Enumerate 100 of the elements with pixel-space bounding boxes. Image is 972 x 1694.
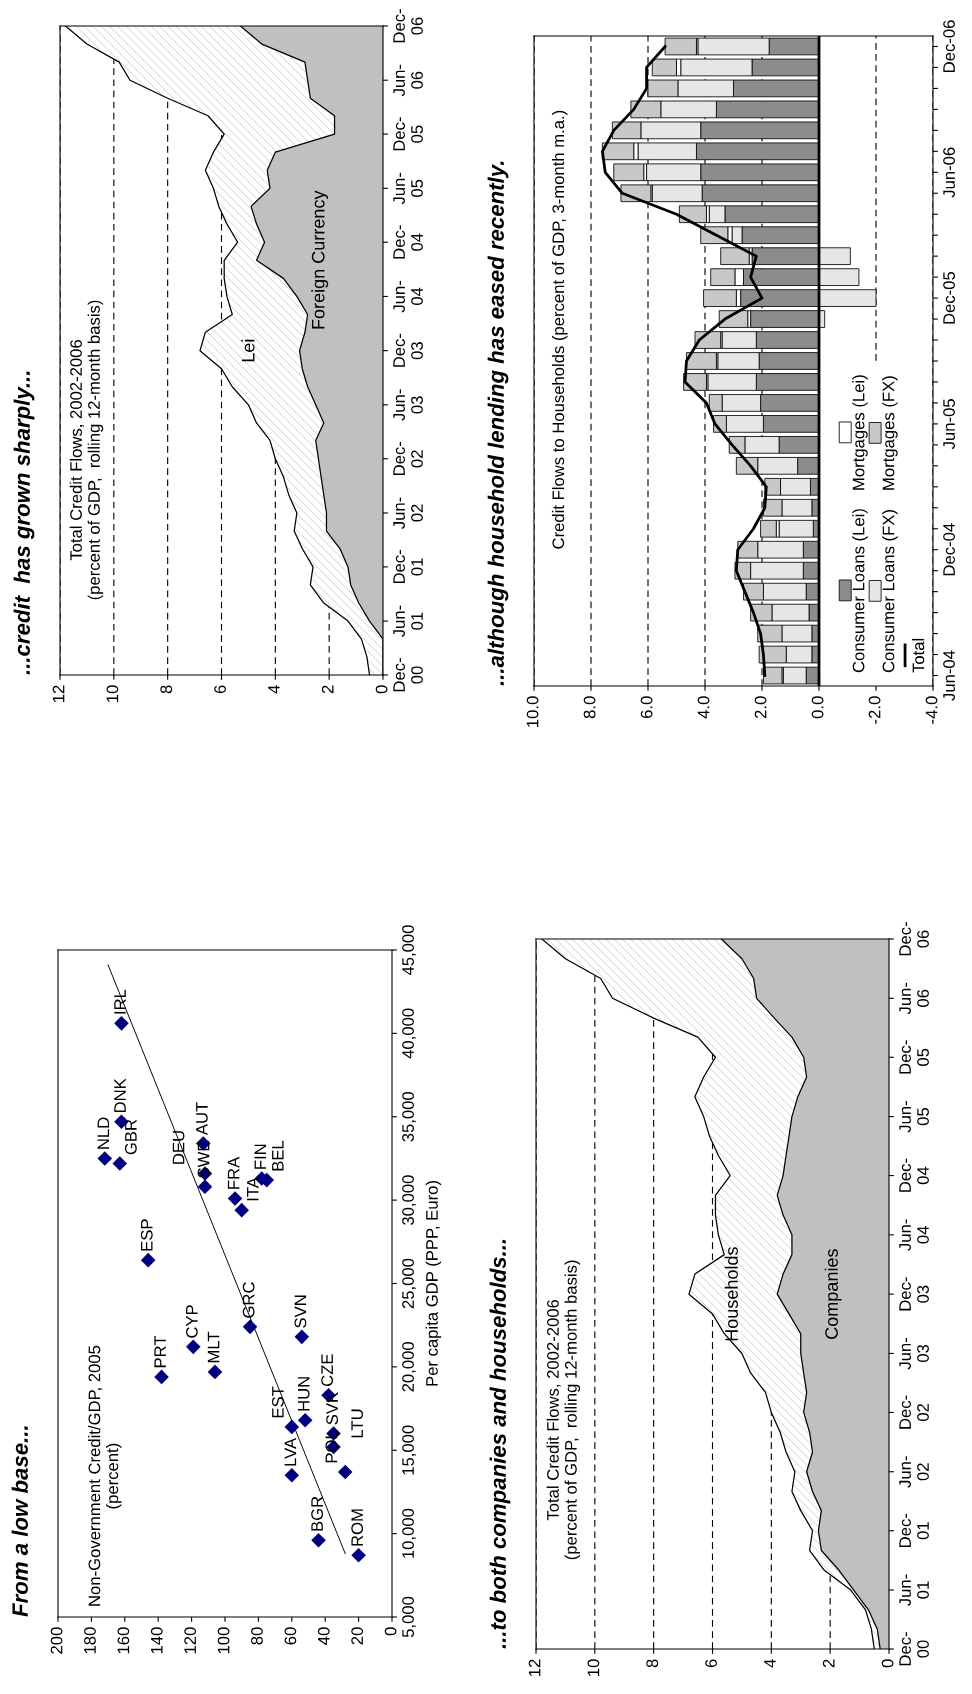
y-tick-label: Dec- 06 [899, 922, 929, 956]
y-tick-label: Dec- 04 [899, 1158, 929, 1192]
y-tick-label: 35,000 [402, 1091, 416, 1142]
annotation: NLD [97, 1117, 110, 1149]
text: ...credit has grown sharply... [13, 371, 35, 675]
y-tick-label: Dec- 01 [899, 1513, 929, 1547]
annotation: CYP [185, 1305, 198, 1338]
x-tick-label: 6 [214, 685, 226, 694]
text: Total Credit Flows, 2002-2006 (percent of GDP, rolling 12-month basis) [546, 1260, 581, 1560]
x-tick-label: 12 [528, 1659, 541, 1676]
legend-label: Mortgages (Lei) [852, 375, 868, 490]
y-tick-label: Dec-04 [943, 523, 955, 576]
annotation: BEL [272, 1140, 284, 1171]
annotation: GRC [242, 1282, 255, 1318]
x-tick-label: 10 [587, 1659, 600, 1676]
y-tick-label: 30,000 [402, 1175, 416, 1225]
y-tick-label: Dec- 02 [899, 1395, 929, 1429]
x-tick-label: -2.0 [868, 696, 881, 724]
annotation: LVA [284, 1437, 297, 1466]
y-tick-label: 5,000 [402, 1596, 416, 1638]
y-tick-label: Jun- 05 [899, 1101, 929, 1133]
x-tick-label: 160 [117, 1627, 130, 1654]
series-label: Foreign Currency [311, 190, 329, 329]
x-tick-label: 0 [384, 1627, 397, 1636]
y-tick-label: Jun- 03 [393, 389, 423, 421]
y-tick-label: Jun- 04 [899, 1219, 929, 1251]
x-tick-label: 6 [705, 1659, 717, 1668]
x-tick-label: 6.0 [640, 696, 653, 719]
x-tick-label: 2 [321, 685, 334, 694]
y-tick-label: Dec- 00 [393, 658, 423, 692]
y-tick-label: Dec- 04 [393, 225, 423, 259]
series-label: Households [724, 1247, 738, 1341]
x-tick-label: 2.0 [754, 696, 767, 719]
x-tick-label: 0.0 [811, 696, 824, 719]
y-tick-label: Dec-06 [943, 20, 955, 72]
text: Credit Flows to Households (percent of GDP, 3-month m.a.) [551, 110, 568, 549]
annotation: SVN [294, 1295, 307, 1328]
x-tick-label: 8 [646, 1659, 659, 1668]
x-tick-label: 60 [284, 1627, 297, 1645]
annotation: EST [271, 1386, 284, 1418]
y-tick-label: Jun- 01 [393, 605, 423, 638]
annotation: ITA [247, 1177, 259, 1201]
text: ...to both companies and households... [489, 1239, 511, 1649]
legend-label: Mortgages (FX) [882, 376, 898, 490]
legend-label: Consumer Loans (FX) [882, 510, 898, 673]
x-tick-label: 10.0 [526, 696, 539, 727]
x-tick-label: 12 [52, 685, 65, 702]
x-tick-label: 140 [150, 1627, 163, 1654]
annotation: SVK [326, 1392, 339, 1425]
x-tick-label: 20 [351, 1627, 364, 1645]
y-tick-label: Dec- 01 [393, 550, 423, 584]
y-tick-label: Dec- 03 [899, 1277, 929, 1311]
annotation: DEU [172, 1131, 185, 1164]
y-tick-label: 25,000 [402, 1258, 416, 1309]
y-tick-label: Dec- 03 [393, 333, 423, 367]
x-tick-label: 2 [822, 1659, 835, 1668]
annotation: HUN [298, 1377, 310, 1411]
annotation: POL [325, 1430, 338, 1463]
x-tick-label: 80 [251, 1627, 263, 1645]
y-tick-label: Jun-06 [943, 147, 955, 198]
y-tick-label: Jun- 02 [393, 497, 423, 529]
x-tick-label: 120 [184, 1627, 197, 1654]
y-tick-label: 40,000 [402, 1008, 416, 1059]
legend-label: Consumer Loans (Lei) [852, 509, 868, 673]
y-tick-label: 45,000 [402, 925, 416, 976]
x-tick-label: 8.0 [583, 696, 596, 719]
y-tick-label: Jun- 04 [393, 280, 423, 313]
y-tick-label: Dec- 05 [899, 1040, 929, 1074]
text: Total Credit Flows, 2002-2006 (percent of GDP, rolling 12-month basis) [69, 300, 104, 600]
annotation: BGR [311, 1496, 323, 1531]
y-tick-label: Jun- 02 [899, 1456, 929, 1488]
y-tick-label: Jun- 01 [899, 1574, 929, 1606]
annotation: IRL [114, 989, 126, 1014]
x-tick-label: 0 [881, 1659, 894, 1668]
y-tick-label: Dec- 00 [899, 1632, 929, 1666]
x-tick-label: 200 [50, 1627, 63, 1654]
y-tick-label: Dec- 06 [393, 9, 423, 43]
y-tick-label: Dec- 02 [393, 441, 423, 475]
y-tick-label: Jun- 06 [393, 64, 423, 97]
annotation: FIN [254, 1144, 267, 1169]
annotation: CZE [321, 1354, 334, 1387]
text: ...although household lending has eased recently. [487, 161, 509, 686]
x-tick-label: 100 [217, 1627, 230, 1654]
y-tick-label: Jun- 03 [899, 1337, 929, 1370]
y-tick-label: Jun-04 [943, 650, 955, 701]
annotation: PRT [154, 1335, 166, 1368]
y-tick-label: 20,000 [402, 1342, 416, 1392]
y-tick-label: Jun-05 [943, 399, 955, 450]
y-tick-label: Dec- 05 [393, 117, 423, 151]
y-axis-title: Per capita GDP (PPP, Euro) [425, 1181, 442, 1386]
y-tick-label: Dec-05 [943, 271, 955, 324]
x-tick-label: 4.0 [697, 696, 710, 719]
x-tick-label: 8 [160, 685, 173, 694]
annotation: FRA [227, 1156, 240, 1189]
annotation: MLT [207, 1331, 220, 1363]
x-tick-label: -4.0 [925, 696, 938, 724]
annotation: DNK [114, 1078, 126, 1113]
annotation: LTU [351, 1409, 364, 1438]
annotation: ESP [140, 1219, 153, 1251]
annotation: GBR [124, 1119, 137, 1155]
